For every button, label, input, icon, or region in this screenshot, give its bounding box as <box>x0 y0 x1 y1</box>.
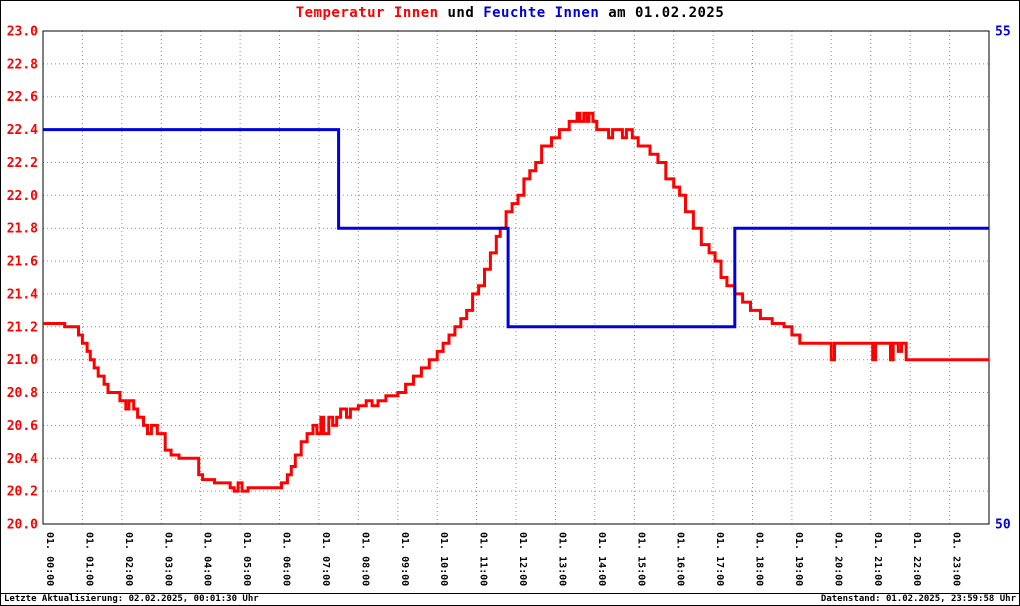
x-tick-label: 01. 03:00 <box>162 532 173 586</box>
x-tick-label: 01. 09:00 <box>399 532 410 586</box>
y-left-tick-label: 20.0 <box>7 518 38 533</box>
y-left-tick-label: 21.8 <box>7 222 38 237</box>
temperatur-innen-series <box>43 111 989 493</box>
x-tick-label: 01. 00:00 <box>44 532 55 586</box>
x-tick-label: 01. 07:00 <box>320 532 331 586</box>
x-tick-label: 01. 15:00 <box>635 532 646 586</box>
x-tick-label: 01. 08:00 <box>359 532 370 586</box>
chart-title: Temperatur Innen und Feuchte Innen am 01… <box>1 5 1019 21</box>
y-left-tick-label: 21.4 <box>7 287 38 302</box>
x-tick-label: 01. 22:00 <box>911 532 922 586</box>
data-timestamp-text: Datenstand: 01.02.2025, 23:59:58 Uhr <box>820 594 1016 604</box>
y-left-tick-label: 22.6 <box>7 90 38 105</box>
grid-lines <box>43 31 989 524</box>
y-right-tick-label: 55 <box>995 25 1011 40</box>
x-tick-label: 01. 16:00 <box>675 532 686 586</box>
x-tick-label: 01. 17:00 <box>714 532 725 586</box>
y-right-tick-label: 50 <box>995 518 1011 533</box>
y-left-tick-label: 20.4 <box>7 452 38 467</box>
chart-title-part: am 01.02.2025 <box>599 5 725 21</box>
y-left-tick-label: 20.8 <box>7 386 38 401</box>
x-tick-label: 01. 13:00 <box>556 532 567 586</box>
y-left-tick-label: 21.0 <box>7 353 38 368</box>
chart-title-part: und <box>438 5 484 21</box>
y-left-tick-label: 22.0 <box>7 189 38 204</box>
plot-border <box>42 30 990 525</box>
x-tick-label: 01. 02:00 <box>123 532 134 586</box>
x-tick-label: 01. 23:00 <box>951 532 962 586</box>
x-tick-label: 01. 14:00 <box>596 532 607 586</box>
x-axis-labels: 01. 00:00 01. 01:00 01. 02:00 01. 03:00 01. … <box>44 532 962 586</box>
y-left-tick-label: 22.8 <box>7 57 38 72</box>
chart-title-part: Feuchte Innen <box>483 5 600 21</box>
feuchte-innen-series <box>43 128 989 329</box>
y-left-tick-label: 21.6 <box>7 255 38 270</box>
x-tick-label: 01. 12:00 <box>517 532 528 586</box>
x-tick-label: 01. 19:00 <box>793 532 804 586</box>
y-axis-left-labels: 23.0 22.8 22.6 22.4 22.2 22.0 21.8 21.6 21.4 21.2… <box>7 25 38 533</box>
x-tick-label: 01. 01:00 <box>83 532 94 586</box>
x-tick-label: 01. 10:00 <box>438 532 449 586</box>
footer: Letzte Aktualisierung: 02.02.2025, 00:01… <box>1 593 1019 605</box>
temperature-humidity-chart: 23.0 22.8 22.6 22.4 22.2 22.0 21.8 21.6 21.4 21.2… <box>7 25 1011 587</box>
x-tick-label: 01. 05:00 <box>241 532 252 586</box>
x-tick-label: 01. 04:00 <box>202 532 213 586</box>
x-tick-label: 01. 20:00 <box>832 532 843 586</box>
last-update-text: Letzte Aktualisierung: 02.02.2025, 00:01… <box>4 594 259 604</box>
x-tick-label: 01. 11:00 <box>478 532 489 586</box>
x-tick-label: 01. 18:00 <box>754 532 765 586</box>
x-tick-label: 01. 21:00 <box>872 532 883 586</box>
y-left-tick-label: 23.0 <box>7 25 38 40</box>
y-left-tick-label: 22.2 <box>7 156 38 171</box>
y-left-tick-label: 20.6 <box>7 419 38 434</box>
y-left-tick-label: 21.2 <box>7 320 38 335</box>
y-left-tick-label: 22.4 <box>7 123 38 138</box>
y-left-tick-label: 20.2 <box>7 485 38 500</box>
y-axis-right-labels: 55 50 <box>995 25 1011 533</box>
chart-title-part: Temperatur Innen <box>295 5 439 21</box>
x-tick-label: 01. 06:00 <box>281 532 292 586</box>
